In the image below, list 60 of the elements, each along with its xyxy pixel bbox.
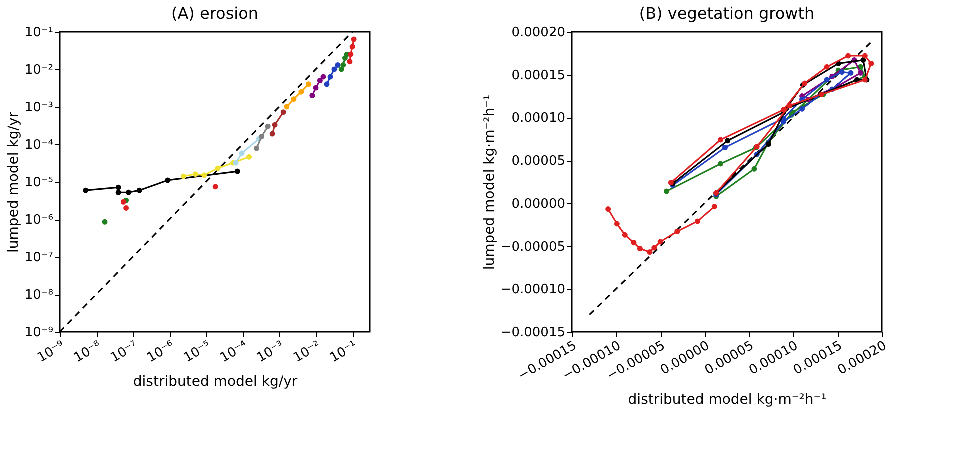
x-tick-label: 10⁻⁷ bbox=[108, 338, 141, 366]
x-tick-label: 10⁻¹ bbox=[328, 338, 360, 366]
y-tick-label: 10⁻¹ bbox=[24, 26, 54, 40]
chart-title: (A) erosion bbox=[171, 4, 259, 23]
x-tick-label: 10⁻³ bbox=[254, 338, 287, 366]
point bbox=[674, 228, 680, 234]
point bbox=[725, 138, 731, 144]
point bbox=[658, 239, 664, 245]
point bbox=[722, 144, 728, 150]
y-tick-label: −0.00015 bbox=[500, 326, 566, 340]
y-tick-label: 0.00015 bbox=[512, 68, 566, 84]
y-tick-label: 0.00020 bbox=[512, 26, 566, 40]
y-tick-label: 10⁻⁶ bbox=[24, 213, 54, 228]
point bbox=[780, 107, 786, 113]
y-tick-label: 0.00010 bbox=[512, 111, 566, 126]
y-tick-label: −0.00010 bbox=[500, 282, 566, 298]
x-tick-label: 10⁻⁸ bbox=[72, 338, 104, 366]
x-axis-title: distributed model kg·m⁻²h⁻¹ bbox=[628, 392, 827, 408]
point bbox=[862, 53, 868, 59]
y-axis-title: lumped model kg·m⁻²h⁻¹ bbox=[482, 94, 498, 270]
y-axis-title: lumped model kg/yr bbox=[6, 112, 22, 254]
y-tick-label: 10⁻⁷ bbox=[24, 250, 54, 266]
point bbox=[664, 188, 670, 194]
y-tick-label: 10⁻⁴ bbox=[24, 138, 54, 153]
point bbox=[824, 77, 830, 83]
point bbox=[712, 204, 718, 210]
point bbox=[787, 102, 793, 108]
x-tick-label: 10⁻⁶ bbox=[144, 338, 178, 366]
y-tick-label: 10⁻⁹ bbox=[24, 326, 54, 340]
point bbox=[637, 246, 643, 252]
point bbox=[868, 60, 874, 66]
y-tick-label: 10⁻⁵ bbox=[24, 176, 54, 190]
point bbox=[860, 58, 866, 64]
y-tick-label: −0.00005 bbox=[500, 240, 566, 255]
point bbox=[824, 64, 830, 70]
point bbox=[846, 53, 852, 59]
y-tick-label: 10⁻³ bbox=[24, 100, 54, 116]
point bbox=[614, 221, 620, 227]
point bbox=[718, 137, 724, 143]
point bbox=[718, 161, 724, 167]
y-tick-label: 10⁻⁸ bbox=[24, 288, 54, 303]
y-tick-label: 0.00000 bbox=[512, 196, 566, 212]
point bbox=[752, 166, 758, 172]
point bbox=[606, 206, 612, 212]
point bbox=[848, 70, 854, 76]
point bbox=[622, 232, 628, 238]
point bbox=[652, 245, 658, 251]
point bbox=[631, 240, 637, 246]
point bbox=[695, 218, 701, 224]
x-tick-label: 10⁻⁵ bbox=[181, 338, 214, 366]
y-tick-label: 0.00005 bbox=[512, 154, 566, 170]
x-axis-title: distributed model kg/yr bbox=[133, 374, 298, 390]
point bbox=[858, 70, 864, 76]
y-tick-label: 10⁻² bbox=[24, 63, 54, 78]
point bbox=[839, 70, 845, 76]
x-tick-label: 10⁻⁴ bbox=[218, 338, 250, 366]
point bbox=[800, 106, 806, 112]
point bbox=[647, 250, 653, 256]
chart-title: (B) vegetation growth bbox=[639, 4, 815, 23]
x-tick-label: 10⁻² bbox=[291, 338, 324, 366]
